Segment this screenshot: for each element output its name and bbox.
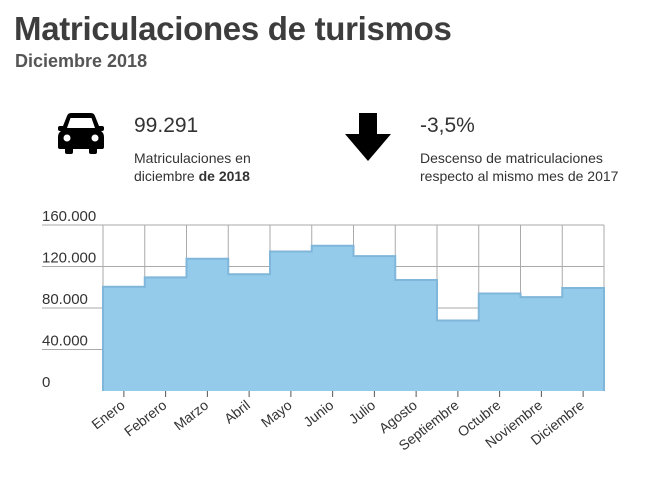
change-desc-line2: respecto al mismo mes de 2017 [420, 168, 619, 184]
bar [186, 258, 229, 391]
y-tick-label: 0 [42, 374, 50, 391]
arrow-down-icon [345, 113, 391, 161]
registrations-desc-line1: Matriculaciones en [134, 150, 251, 166]
bar [395, 279, 438, 391]
registrations-value: 99.291 [134, 114, 199, 137]
x-tick-label: Marzo [171, 397, 212, 434]
chart-title: Matriculaciones de turismos [14, 10, 452, 47]
x-tick-label: Abril [221, 397, 253, 427]
bar [311, 245, 354, 391]
bar [520, 297, 563, 391]
y-tick-label: 120.000 [42, 250, 96, 267]
bar [478, 293, 521, 391]
bars [103, 245, 605, 391]
registrations-desc-line2: diciembre de 2018 [134, 167, 251, 185]
bar [228, 274, 271, 391]
car-icon [58, 113, 104, 154]
x-tick-label: Mayo [258, 397, 295, 431]
y-tick-label: 80.000 [42, 291, 88, 308]
change-value: -3,5% [420, 114, 475, 137]
bar [437, 320, 480, 391]
registrations-desc-bold: de 2018 [198, 168, 250, 184]
y-tick-label: 40.000 [42, 333, 88, 350]
bar [562, 287, 605, 391]
y-tick-label: 160.000 [42, 208, 96, 225]
bar [270, 251, 313, 391]
bar [353, 256, 396, 391]
x-tick-label: Junio [300, 397, 336, 430]
registrations-description: Matriculaciones en diciembre de 2018 [134, 149, 251, 185]
change-desc-line1: Descenso de matriculaciones [420, 150, 603, 166]
chart-subtitle: Diciembre 2018 [15, 51, 148, 71]
bar [103, 286, 146, 391]
bar-outline [102, 244, 605, 391]
x-tick-label: Julio [346, 397, 379, 427]
registrations-desc-prefix: diciembre [134, 168, 199, 184]
bar [144, 277, 187, 391]
x-tick-label: Febrero [121, 397, 170, 440]
change-description: Descenso de matriculaciones respecto al … [420, 149, 618, 185]
